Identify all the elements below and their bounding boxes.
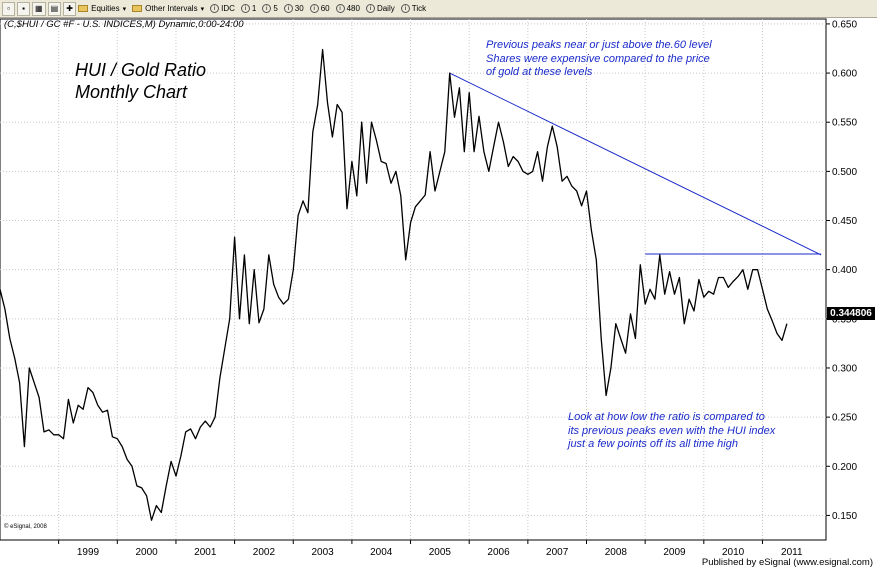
x-tick-label: 2005 [429,547,452,558]
interval-30[interactable]: i 30 [283,4,304,13]
y-tick-label: 0.500 [832,167,857,178]
x-tick-label: 2008 [605,547,628,558]
folder-icon [132,5,143,12]
x-tick-label: 2001 [194,547,217,558]
chart-subtitle: Monthly Chart [75,82,188,102]
annotation-line: Previous peaks near or just above the.60… [486,39,712,51]
chart-title: HUI / Gold Ratio [75,60,207,80]
window-menu-icon[interactable]: ▫ [2,1,15,16]
grid-icon[interactable]: ▦ [32,1,46,16]
link-icon[interactable]: ▪ [17,1,30,16]
other-intervals-menu[interactable]: Other Intervals ▾ [132,4,204,13]
x-tick-label: 2004 [370,547,393,558]
trendline [449,72,822,256]
interval-icon: i [240,4,250,13]
annotation-line: of gold at these levels [486,66,593,78]
y-tick-label: 0.150 [832,511,857,522]
interval-icon: i [365,4,375,13]
y-tick-label: 0.300 [832,363,857,374]
annotation-line: its previous peaks even with the HUI ind… [568,424,776,437]
y-tick-label: 0.200 [832,462,857,473]
plot-frame [0,18,827,541]
copyright-label: © eSignal, 2008 [4,524,47,530]
interval-icon: i [309,4,319,13]
annotation-line: Look at how low the ratio is compared to [568,411,765,423]
interval-icon: i [400,4,410,13]
interval-480[interactable]: i 480 [335,4,360,13]
y-tick-label: 0.650 [832,19,857,30]
annotation-low-ratio: Look at how low the ratio is compared to… [568,411,838,452]
x-tick-label: 1999 [77,547,100,558]
interval-icon: i [262,4,272,13]
y-tick-label: 0.400 [832,265,857,276]
x-tick-label: 2002 [253,547,276,558]
interval-idc[interactable]: i IDC [210,4,235,13]
caret-down-icon: ▾ [122,5,127,13]
y-tick-label: 0.550 [832,118,857,129]
annotation-line: just a few points off its all time high [568,438,738,450]
interval-icon: i [210,4,220,13]
y-tick-label: 0.600 [832,69,857,80]
x-tick-label: 2006 [487,547,510,558]
x-tick-label: 2007 [546,547,569,558]
chart-icon[interactable]: ▤ [47,1,62,16]
interval-60[interactable]: i 60 [309,4,330,13]
y-tick-label: 0.250 [832,413,857,424]
symbol-description: (C,$HUI / GC #F - U.S. INDICES,M) Dynami… [4,19,244,30]
add-icon[interactable]: ✚ [63,1,77,16]
series-line [0,48,788,521]
publisher-footer: Published by eSignal (www.esignal.com) [701,557,873,568]
annotation-line: Shares were expensive compared to the pr… [486,52,710,65]
interval-daily[interactable]: i Daily [365,4,395,13]
last-value-label: 0.344806 [827,307,875,320]
interval-tick[interactable]: i Tick [400,4,426,13]
x-tick-label: 2010 [722,547,745,558]
caret-down-icon: ▾ [200,5,205,13]
equities-menu[interactable]: Equities ▾ [78,4,126,13]
toolbar: ▫ ▪ ▦ ▤ ✚ Equities ▾ Other Intervals ▾ i ID… [0,0,877,18]
x-tick-label: 2011 [781,547,803,558]
x-tick-label: 2009 [663,547,686,558]
x-tick-label: 2003 [311,547,334,558]
folder-icon [78,5,89,12]
y-tick-label: 0.450 [832,216,857,227]
interval-icon: i [335,4,345,13]
annotation-peaks: Previous peaks near or just above the.60… [486,39,816,80]
interval-icon: i [283,4,293,13]
x-tick-label: 2000 [136,547,159,558]
